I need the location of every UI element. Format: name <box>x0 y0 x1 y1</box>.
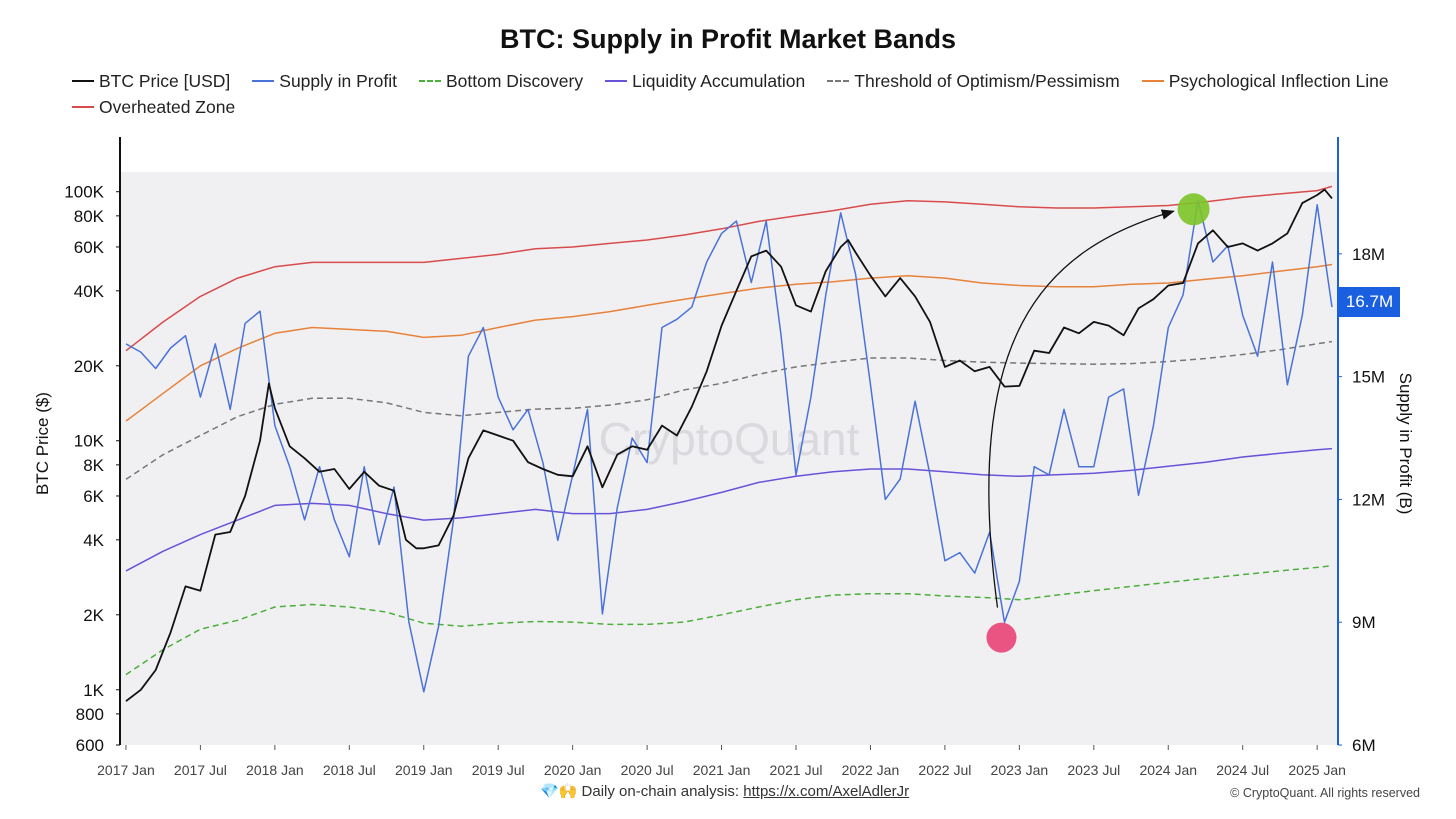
left-tick-label: 800 <box>76 705 104 724</box>
x-tick-label: 2021 Jul <box>770 762 823 778</box>
legend-label: Liquidity Accumulation <box>632 70 806 91</box>
low-marker <box>986 622 1017 653</box>
series-line-btc-price-usd- <box>125 188 1333 702</box>
legend-label: Threshold of Optimism/Pessimism <box>854 70 1120 91</box>
left-tick-label: 40K <box>74 282 105 301</box>
right-tick-label: 15M <box>1352 368 1385 387</box>
legend-swatch <box>72 106 94 108</box>
x-tick-label: 2017 Jul <box>174 762 227 778</box>
x-tick-label: 2022 Jan <box>842 762 900 778</box>
legend-swatch <box>418 80 441 82</box>
x-tick-label: 2020 Jan <box>544 762 602 778</box>
diamond-hands-icon: 💎🙌 <box>540 783 578 800</box>
right-tick-label: 9M <box>1352 613 1376 632</box>
legend-item[interactable]: Bottom Discovery <box>418 70 584 92</box>
legend-swatch <box>72 80 94 82</box>
x-tick-label: 2021 Jan <box>693 762 751 778</box>
x-tick-label: 2023 Jul <box>1067 762 1120 778</box>
x-tick-label: 2019 Jul <box>472 762 525 778</box>
x-tick-label: 2023 Jan <box>991 762 1049 778</box>
watermark: CryptoQuant <box>599 413 860 465</box>
legend-item[interactable]: Threshold of Optimism/Pessimism <box>827 70 1120 92</box>
left-tick-label: 60K <box>74 238 105 257</box>
left-tick-label: 2K <box>83 606 104 625</box>
legend-label: Psychological Inflection Line <box>1168 70 1389 91</box>
copyright: © CryptoQuant. All rights reserved <box>1230 786 1420 800</box>
trend-arrow <box>988 209 1175 608</box>
legend-swatch <box>605 80 628 82</box>
legend: BTC Price [USD] Supply in Profit Bottom Di… <box>72 70 1412 118</box>
left-tick-label: 80K <box>74 207 105 226</box>
footer-note: 💎🙌 Daily on-chain analysis: https://x.co… <box>540 782 909 800</box>
chart-title: BTC: Supply in Profit Market Bands <box>499 24 957 54</box>
left-tick-label: 4K <box>83 531 104 550</box>
x-tick-label: 2020 Jul <box>621 762 674 778</box>
plot-area <box>120 172 1338 745</box>
right-tick-label: 12M <box>1352 490 1385 509</box>
x-tick-label: 2025 Jan <box>1288 762 1346 778</box>
legend-item[interactable]: Liquidity Accumulation <box>605 70 805 92</box>
left-tick-label: 100K <box>64 183 104 202</box>
left-tick-label: 1K <box>83 681 104 700</box>
left-tick-label: 8K <box>83 456 104 475</box>
right-tick-label: 18M <box>1352 245 1385 264</box>
legend-item[interactable]: Psychological Inflection Line <box>1141 70 1389 92</box>
legend-item[interactable]: Supply in Profit <box>252 70 397 92</box>
left-tick-label: 6K <box>83 487 104 506</box>
left-tick-label: 20K <box>74 357 105 376</box>
x-tick-label: 2018 Jul <box>323 762 376 778</box>
x-tick-label: 2022 Jul <box>918 762 971 778</box>
legend-swatch <box>252 80 275 82</box>
right-tick-label: 6M <box>1352 736 1376 755</box>
legend-item[interactable]: BTC Price [USD] <box>72 70 230 92</box>
series-line-threshold-of-optimism-pessimism <box>125 340 1333 480</box>
series-line-supply-in-profit <box>125 199 1333 693</box>
x-tick-label: 2018 Jan <box>246 762 304 778</box>
legend-label: Supply in Profit <box>279 70 397 91</box>
series-line-bottom-discovery <box>125 564 1333 676</box>
left-axis-title: BTC Price ($) <box>33 392 52 495</box>
legend-swatch <box>1141 80 1164 82</box>
legend-label: BTC Price [USD] <box>99 70 231 91</box>
footer-text: Daily on-chain analysis: <box>581 783 740 800</box>
x-tick-label: 2024 Jan <box>1139 762 1197 778</box>
left-tick-label: 10K <box>74 432 105 451</box>
series-line-overheated-zone <box>125 185 1333 352</box>
high-marker <box>1177 193 1210 226</box>
right-axis-title: Supply in Profit (B) <box>1396 373 1415 515</box>
legend-label: Bottom Discovery <box>445 70 584 91</box>
legend-label: Overheated Zone <box>99 96 236 117</box>
legend-swatch <box>827 80 850 82</box>
series-line-psychological-inflection-line <box>125 263 1333 422</box>
left-tick-label: 600 <box>76 736 104 755</box>
x-tick-label: 2019 Jan <box>395 762 453 778</box>
x-tick-label: 2024 Jul <box>1216 762 1269 778</box>
footer-link[interactable]: https://x.com/AxelAdlerJr <box>743 783 910 800</box>
current-value-badge: 16.7M <box>1339 287 1400 317</box>
legend-item[interactable]: Overheated Zone <box>72 96 235 118</box>
x-tick-label: 2017 Jan <box>97 762 155 778</box>
